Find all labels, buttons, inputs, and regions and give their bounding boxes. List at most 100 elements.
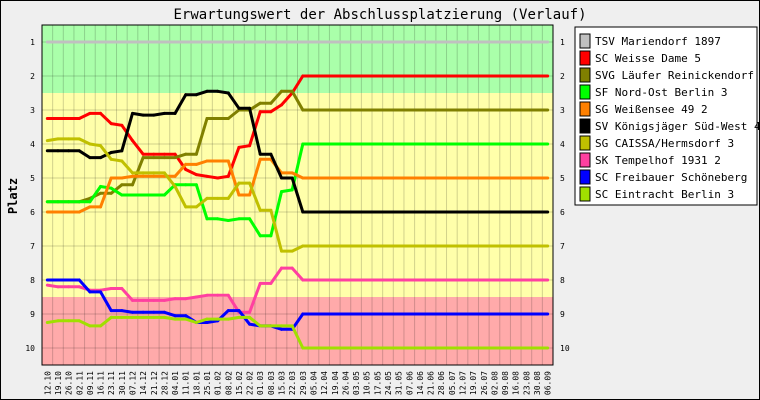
series-8-segment [45,283,60,289]
y-tick-label-left: 8 [30,276,35,285]
series-4-segment [280,188,294,194]
x-tick-label: 28.12 [160,371,169,395]
x-tick-label: 05.04 [309,371,318,395]
legend-label-4: SF Nord-Ost Berlin 3 [595,86,727,99]
series-6-segment [269,152,284,180]
series-7-segment [162,171,177,188]
legend-label-8: SK Tempelhof 1931 2 [595,154,721,167]
legend-swatch-9 [579,169,591,185]
x-tick-label: 09.11 [86,371,95,395]
series-6-segment [77,149,92,160]
y-tick-label-left: 9 [30,310,35,319]
series-2-segment [130,139,145,156]
legend-swatch-6 [579,118,591,134]
x-tick-label: 15.02 [235,371,244,395]
x-tick-label: 18.01 [192,371,201,395]
legend: TSV Mariendorf 1897 SC Weisse Dame 5 SVG L… [574,26,760,206]
series-5-segment [77,205,92,214]
x-tick-label: 17.05 [373,371,382,395]
series-9-segment [77,278,92,294]
y-axis-label: Platz [6,178,20,214]
series-6-segment [152,111,166,117]
legend-swatch-2 [579,50,591,66]
plot-band-1 [42,25,553,93]
series-10-segment [184,317,198,324]
legend-swatch-4 [579,84,591,100]
series-7-segment [109,157,124,163]
series-7-segment [45,137,60,143]
x-tick-label: 31.05 [395,371,404,395]
series-8-segment [269,266,284,285]
series-4-segment [109,186,124,197]
series-9-segment [162,310,177,318]
series-5-segment [290,171,305,180]
series-6-segment [109,149,124,154]
series-4-segment [99,185,113,190]
series-2-segment [109,122,124,127]
x-tick-label: 14.06 [416,371,425,395]
series-5-segment [194,159,209,166]
series-3-segment [269,89,284,105]
series-6-segment [173,93,188,115]
series-7-segment [290,244,305,253]
x-tick-label: 21.12 [150,371,159,395]
series-2-segment [237,144,252,149]
x-tick-label: 05.07 [448,371,457,395]
legend-swatch-10 [579,186,591,202]
series-5-segment [226,159,241,197]
series-7-segment [173,185,188,209]
series-4-segment [248,217,262,238]
series-2-segment [290,74,305,95]
series-4-segment [226,217,241,222]
y-tick-label-left: 5 [30,174,35,183]
legend-label-3: SVG Läufer Reinickendorf 2 [595,69,760,82]
x-tick-label: 04.01 [171,371,180,395]
x-tick-label: 26.10 [65,371,74,395]
series-10-segment [77,319,92,328]
series-7-segment [88,142,103,148]
x-tick-label: 26.04 [341,371,350,395]
series-6-segment [120,111,134,153]
series-9-segment [99,290,113,313]
series-8-segment [290,266,305,282]
series-2-segment [77,111,92,120]
series-10-segment [45,319,60,324]
series-3-segment [290,89,305,112]
series-4-segment [216,217,230,222]
series-7-segment [194,196,209,209]
series-10-segment [226,315,241,321]
series-6-segment [290,176,305,214]
y-tick-label-left: 10 [25,344,35,353]
series-5-segment [173,162,188,178]
x-tick-label: 30.08 [533,371,542,395]
series-10-segment [194,317,209,324]
x-tick-label: 07.12 [128,371,137,395]
legend-box [574,26,758,206]
legend-swatch-7 [579,135,591,151]
x-tick-label: 22.03 [288,371,297,395]
x-tick-label: 06.09 [544,371,553,395]
x-tick-label: 08.02 [224,371,233,395]
series-7-segment [226,181,241,200]
legend-swatch-3 [579,67,591,83]
y-tick-label-left: 4 [30,140,35,149]
series-2-segment [194,173,209,178]
y-tick-label-right: 8 [560,276,565,285]
series-5-segment [99,176,113,209]
x-tick-label: 26.07 [480,371,489,395]
y-tick-label-right: 2 [560,72,565,81]
series-2-segment [216,174,230,180]
y-tick-label-right: 1 [560,38,565,47]
x-tick-label: 15.03 [278,371,287,395]
legend-label-1: TSV Mariendorf 1897 [595,35,721,48]
y-tick-label-right: 5 [560,174,565,183]
chart-title: Erwartungswert der Abschlussplatzierung … [173,7,586,23]
series-2-segment [280,91,294,107]
x-tick-label: 19.07 [469,371,478,395]
series-3-segment [109,183,124,195]
x-tick-label: 19.10 [54,371,63,395]
series-10-segment [99,315,113,328]
x-tick-label: 14.12 [139,371,148,395]
x-tick-label: 21.06 [427,371,436,395]
series-2-segment [99,111,113,126]
